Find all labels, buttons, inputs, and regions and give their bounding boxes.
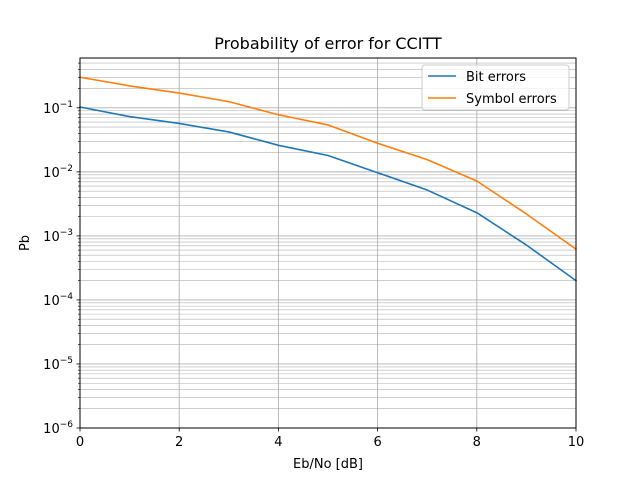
y-tick-label: 10−6 — [43, 420, 73, 437]
y-axis-label: Pb — [18, 235, 33, 251]
series-group — [79, 76, 578, 282]
y-tick-label: 10−3 — [43, 228, 73, 245]
legend-box — [421, 64, 570, 111]
y-tick-label: 10−4 — [43, 292, 73, 309]
x-tick-label: 4 — [274, 435, 282, 450]
y-tick-label: 10−2 — [43, 164, 73, 181]
plot-area — [80, 58, 576, 428]
grid — [79, 58, 577, 429]
x-tick-label: 6 — [373, 435, 381, 450]
legend: Bit errors Symbol errors — [421, 64, 570, 111]
legend-label: Bit errors — [466, 70, 526, 85]
chart-title: Probability of error for CCITT — [214, 34, 442, 53]
x-tick-label: 0 — [76, 435, 84, 450]
ticks: 10−6 10−5 10−4 10−3 10−2 10−1 0 2 4 6 8 10 — [43, 62, 585, 450]
plot-frame — [79, 57, 577, 429]
x-tick-label: 8 — [473, 435, 481, 450]
y-tick-label: 10−5 — [43, 356, 73, 373]
x-axis-label: Eb/No [dB] — [293, 457, 363, 472]
legend-label: Symbol errors — [466, 92, 557, 107]
x-tick-label: 10 — [568, 435, 585, 450]
series-line-bit-errors — [79, 106, 578, 282]
y-tick-label: 10−1 — [43, 100, 73, 117]
x-tick-label: 2 — [175, 435, 183, 450]
series-line-symbol-errors — [79, 76, 578, 251]
